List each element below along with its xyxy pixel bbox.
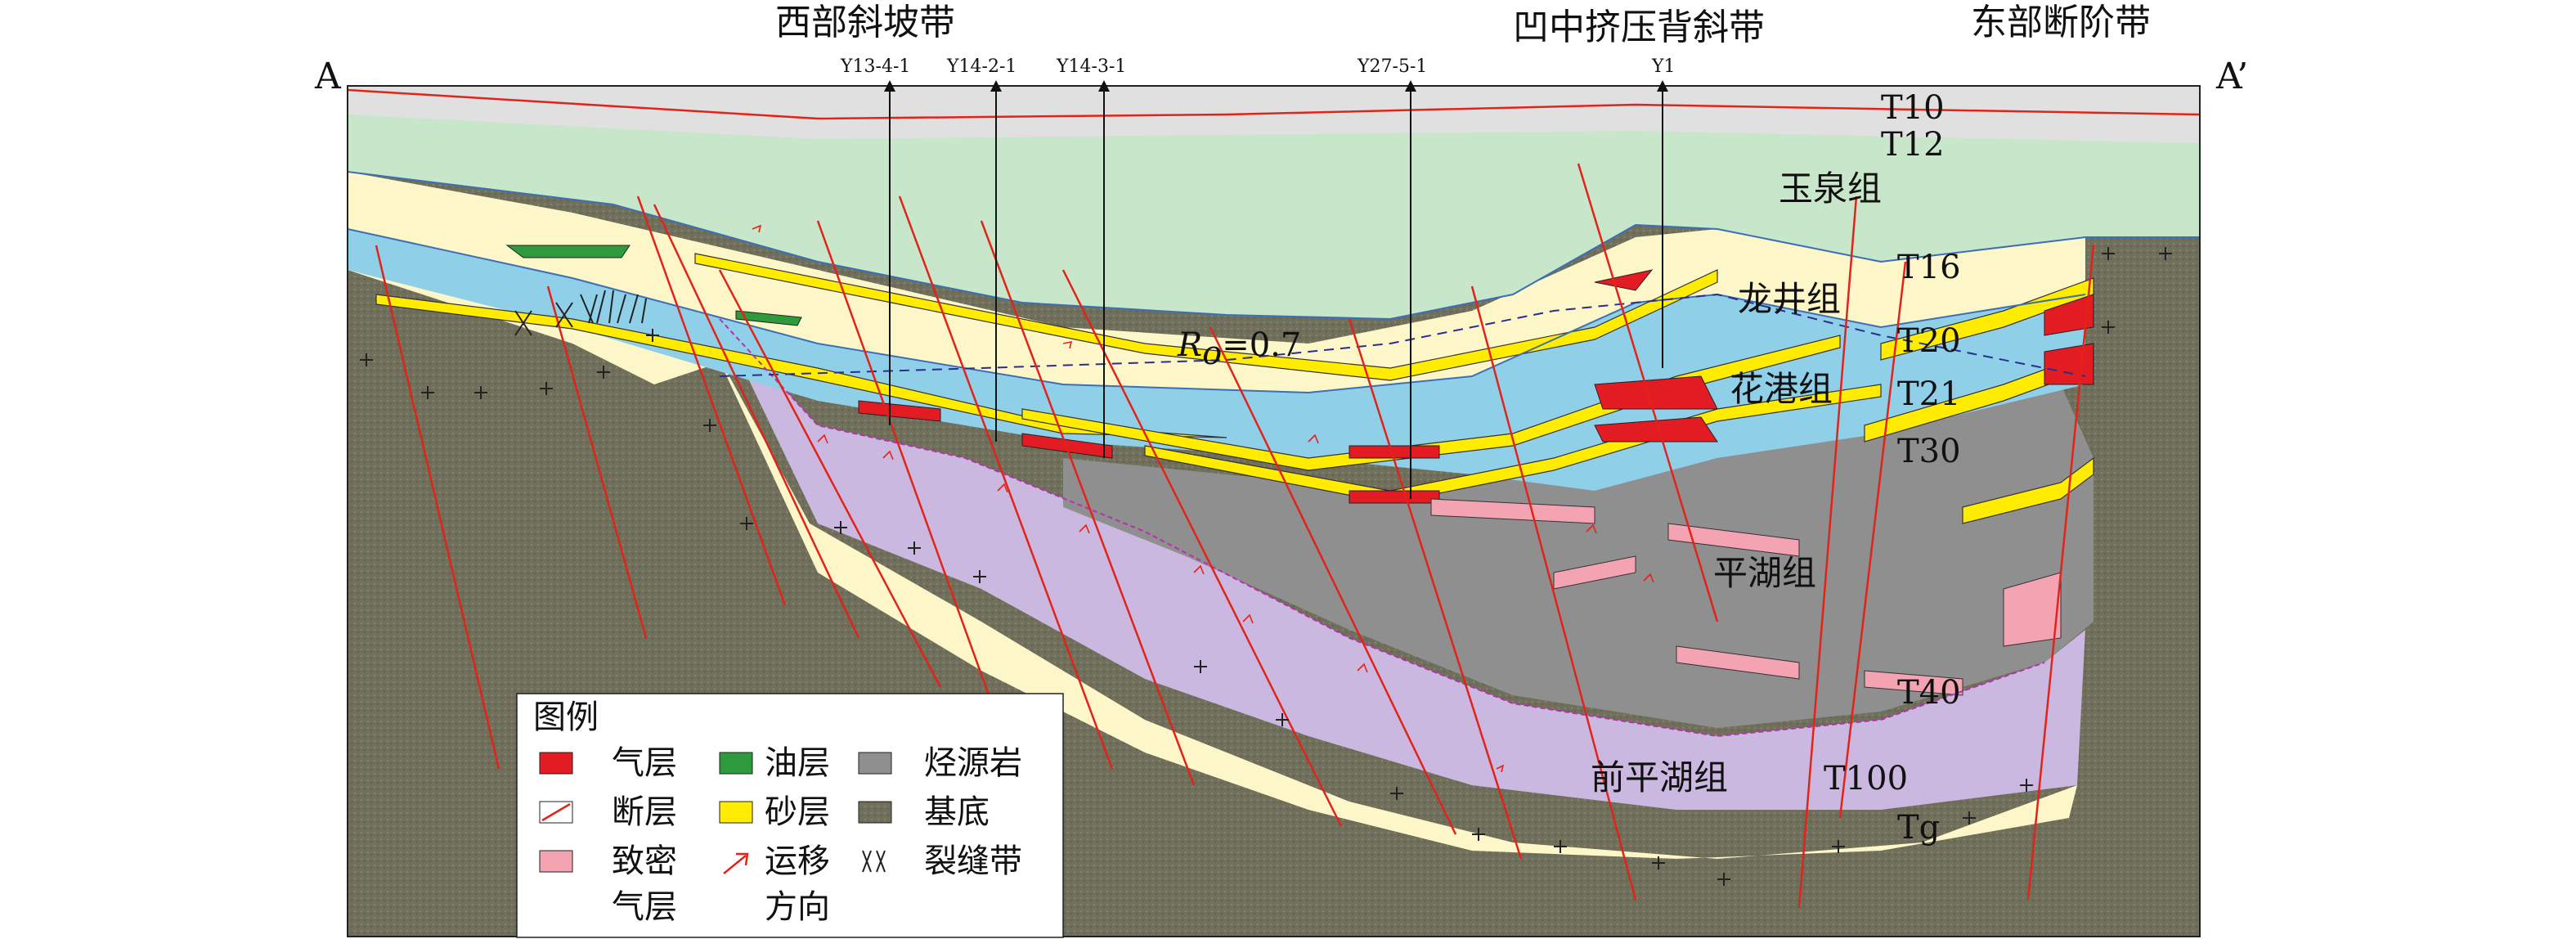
- zone-label-west-slope: 西部斜坡带: [775, 2, 955, 43]
- legend-label-tight-2: 气层: [612, 888, 677, 926]
- horizon-lines: [348, 171, 2200, 738]
- top-band: [348, 86, 2200, 143]
- legend: 图例 气层 油层 烃源岩 断层 砂层 基底 致密 气层 运移 方向 裂缝带: [516, 693, 1064, 938]
- horizon-label-t10: T10: [1881, 89, 1945, 127]
- t10-line: [348, 88, 2200, 120]
- legend-fault-line: [541, 802, 571, 822]
- horizon-label-t12: T12: [1881, 126, 1945, 164]
- oil-layers: [505, 245, 802, 326]
- legend-swatch-fracture: [862, 850, 886, 873]
- legend-label-tight-1: 致密: [612, 842, 677, 880]
- legend-label-fracture: 裂缝带: [924, 842, 1022, 880]
- ro-label: Ro=0.7: [1177, 326, 1301, 372]
- ro-value: =0.7: [1222, 326, 1301, 364]
- formation-label-huagang: 花港组: [1730, 369, 1833, 409]
- legend-label-fault: 断层: [612, 793, 677, 831]
- formation-label-pinghu: 平湖组: [1713, 553, 1816, 593]
- horizon-label-t16: T16: [1897, 249, 1961, 286]
- legend-swatch-tight: [539, 850, 573, 873]
- formation-label-longjing: 龙井组: [1738, 279, 1841, 319]
- well-label-y14-2-1: Y14-2-1: [946, 56, 1016, 77]
- horizon-label-t20: T20: [1897, 322, 1961, 360]
- legend-box: [516, 693, 1064, 938]
- horizon-label-t100: T100: [1824, 760, 1908, 797]
- legend-swatch-source: [858, 752, 892, 775]
- legend-label-migration-2: 方向: [765, 888, 830, 926]
- legend-label-oil: 油层: [765, 744, 830, 782]
- section-label-left: A: [314, 56, 342, 97]
- basement-crosses: [360, 247, 2172, 886]
- legend-swatch-sand: [719, 801, 753, 824]
- formation-label-qianpinghu: 前平湖组: [1591, 757, 1728, 797]
- section-label-right: A’: [2215, 56, 2248, 97]
- horizon-label-t40: T40: [1897, 674, 1961, 712]
- well-arrowheads: [884, 80, 1668, 92]
- faults: [375, 163, 2095, 909]
- well-label-y14-3-1: Y14-3-1: [1056, 56, 1126, 77]
- well-label-y1: Y1: [1651, 56, 1676, 77]
- ro-symbol: R: [1177, 326, 1202, 364]
- qianpinghu-formation: [720, 319, 2085, 810]
- horizon-label-t30: T30: [1897, 433, 1961, 470]
- ro-subscript: o: [1202, 335, 1222, 372]
- section-frame: [347, 85, 2201, 937]
- legend-label-source: 烃源岩: [924, 744, 1022, 782]
- yuquan-formation: [348, 106, 2200, 319]
- legend-swatch-gas: [539, 752, 573, 775]
- zone-label-east-step: 东部断阶带: [1971, 2, 2151, 43]
- zone-label-central-anticline: 凹中挤压背斜带: [1513, 7, 1765, 48]
- horizon-label-t21: T21: [1897, 375, 1961, 413]
- legend-swatch-basement: [858, 801, 892, 824]
- well-label-y13-4-1: Y13-4-1: [840, 56, 910, 77]
- legend-title: 图例: [533, 699, 599, 736]
- legend-label-basement: 基底: [924, 793, 990, 831]
- legend-label-migration-1: 运移: [765, 842, 830, 880]
- horizon-label-tg: Tg: [1897, 809, 1940, 847]
- legend-swatch-migration: [723, 852, 749, 874]
- formation-label-yuquan: 玉泉组: [1779, 168, 1882, 209]
- well-label-y27-5-1: Y27-5-1: [1357, 56, 1427, 77]
- legend-label-sand: 砂层: [765, 793, 830, 831]
- migration-arrows: [752, 224, 1654, 773]
- fracture-zone: [514, 290, 647, 336]
- legend-label-gas: 气层: [612, 744, 677, 782]
- well-lines: [889, 82, 1663, 499]
- pinghu-formation: [1063, 384, 2094, 728]
- tight-gas-layers: [1430, 498, 2062, 696]
- legend-swatch-oil: [719, 752, 753, 775]
